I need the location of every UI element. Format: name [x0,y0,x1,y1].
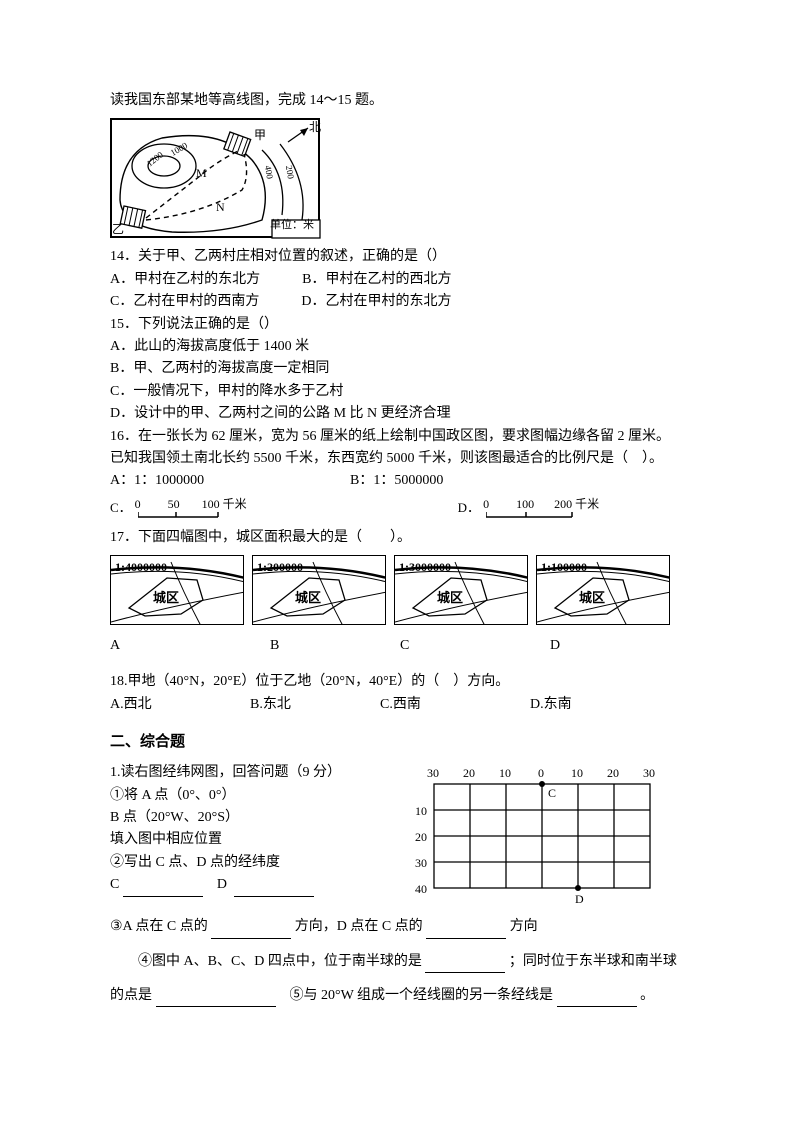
contour-label-yi: 乙 [112,220,124,239]
s1-l1: ①将 A 点（0°、0°） [110,785,390,807]
grid-lat-3: 40 [415,880,427,899]
lat-lon-grid: 30 20 10 0 10 20 30 10 20 30 40 C D [412,762,670,912]
contour-elev-400: 400 [260,165,277,181]
q17-label-c: C [400,635,550,657]
s1-blank-d[interactable] [234,881,314,897]
s1-c-label: C [110,877,119,892]
q14-opt-c: C．乙村在甲村的西南方 [110,291,259,313]
s1-period: 。 [640,988,654,1003]
q17-map-a-scale: 1:4000000 [115,558,167,577]
s1-blank-meridian[interactable] [557,991,637,1007]
q16-opt-a: A：1：1000000 [110,470,350,492]
q14-opt-a: A．甲村在乙村的东北方 [110,269,260,291]
q17-map-a-label: 城区 [153,588,179,609]
grid-lon-0: 30 [427,764,439,783]
contour-unit-label: 单位：米 [270,217,314,235]
q16-opt-d: D． 0 100 200 千米 [458,497,606,519]
q16-c-prefix: C． [110,498,132,519]
q16-line1: 16．在一张长为 62 厘米，宽为 56 厘米的纸上绘制中国政区图，要求图幅边缘… [110,426,683,448]
q18-opt-d: D.东南 [530,694,572,716]
q14-opt-d: D．乙村在甲村的东北方 [301,291,451,313]
q15-opt-b: B．甲、乙两村的海拔高度一定相同 [110,358,683,380]
grid-d-label: D [575,890,584,909]
grid-lat-2: 30 [415,854,427,873]
q17-label-a: A [110,635,270,657]
contour-label-n: N [216,198,225,217]
q16-line2: 已知我国领土南北长约 5500 千米，东西宽约 5000 千米，则该图最适合的比… [110,448,683,470]
q17-stem: 17．下面四幅图中，城区面积最大的是（ ）。 [110,527,683,549]
section-2-title: 二、综合题 [110,730,683,754]
contour-label-m: M [196,164,207,183]
q15-opt-d: D．设计中的甲、乙两村之间的公路 M 比 N 更经济合理 [110,403,683,425]
s1-l3: 填入图中相应位置 [110,829,390,851]
q17-map-d-label: 城区 [579,588,605,609]
s1-l6b: ；同时位于东半球和南半球 [509,954,677,969]
s1-blank-c[interactable] [123,881,203,897]
q15-stem: 15．下列说法正确的是（） [110,314,683,336]
contour-label-jia: 甲 [254,126,266,145]
q17-maps: 1:4000000 城区 1:200000 城区 1:3000000 [110,555,683,625]
q17-map-c-label: 城区 [437,588,463,609]
grid-lon-1: 20 [463,764,475,783]
intro-text: 读我国东部某地等高线图，完成 14～15 题。 [110,90,683,112]
q17-map-b: 1:200000 城区 [252,555,386,625]
q17-map-b-scale: 1:200000 [257,558,303,577]
q16-opt-b: B：1：5000000 [350,470,443,492]
s1-l7a: 的点是 [110,988,152,1003]
contour-elev-200: 200 [281,165,298,181]
q18-opt-a: A.西北 [110,694,250,716]
grid-lon-2: 10 [499,764,511,783]
grid-lon-3: 0 [538,764,544,783]
s1-l5c: 方向 [510,919,538,934]
s1-l7b: ⑤与 20°W 组成一个经线圈的另一条经线是 [290,988,554,1003]
contour-label-north: 北 [309,118,321,137]
q14-opt-b: B．甲村在乙村的西北方 [302,269,451,291]
grid-lat-0: 10 [415,802,427,821]
s1-l4: ②写出 C 点、D 点的经纬度 [110,852,390,874]
q17-label-b: B [270,635,400,657]
q17-map-d-scale: 1:100000 [541,558,587,577]
q17-map-d: 1:100000 城区 [536,555,670,625]
grid-c-label: C [548,784,556,803]
s1-stem: 1.读右图经纬网图，回答问题（9 分） [110,762,390,784]
q17-map-c-scale: 1:3000000 [399,558,451,577]
grid-lon-4: 10 [571,764,583,783]
q17-map-a: 1:4000000 城区 [110,555,244,625]
s1-blank-dir1[interactable] [211,923,291,939]
grid-lat-1: 20 [415,828,427,847]
q17-label-d: D [550,635,560,657]
s1-l2: B 点（20°W、20°S） [110,807,390,829]
q16-opt-c: C． 0 50 100 千米 [110,497,248,519]
q18-opt-c: C.西南 [380,694,530,716]
q18-stem: 18.甲地（40°N，20°E）位于乙地（20°N，40°E）的（ ）方向。 [110,671,683,693]
q17-map-b-label: 城区 [295,588,321,609]
s1-l5b: 方向，D 点在 C 点的 [295,919,423,934]
grid-lon-5: 20 [607,764,619,783]
s1-l6a: ④图中 A、B、C、D 四点中，位于南半球的是 [138,954,422,969]
q17-map-c: 1:3000000 城区 [394,555,528,625]
q16-d-prefix: D． [458,498,480,519]
q18-opt-b: B.东北 [250,694,380,716]
s1-blank-both[interactable] [156,991,276,1007]
q14-stem: 14．关于甲、乙两村庄相对位置的叙述，正确的是（） [110,246,683,268]
s1-d-label: D [217,877,227,892]
q15-opt-a: A．此山的海拔高度低于 1400 米 [110,336,683,358]
s1-blank-dir2[interactable] [426,923,506,939]
grid-lon-6: 30 [643,764,655,783]
s1-l5a: ③A 点在 C 点的 [110,919,208,934]
q15-opt-c: C．一般情况下，甲村的降水多于乙村 [110,381,683,403]
contour-map: 甲 北 M N 乙 1200 1000 400 200 单位：米 [110,118,320,238]
s1-blank-south[interactable] [425,957,505,973]
